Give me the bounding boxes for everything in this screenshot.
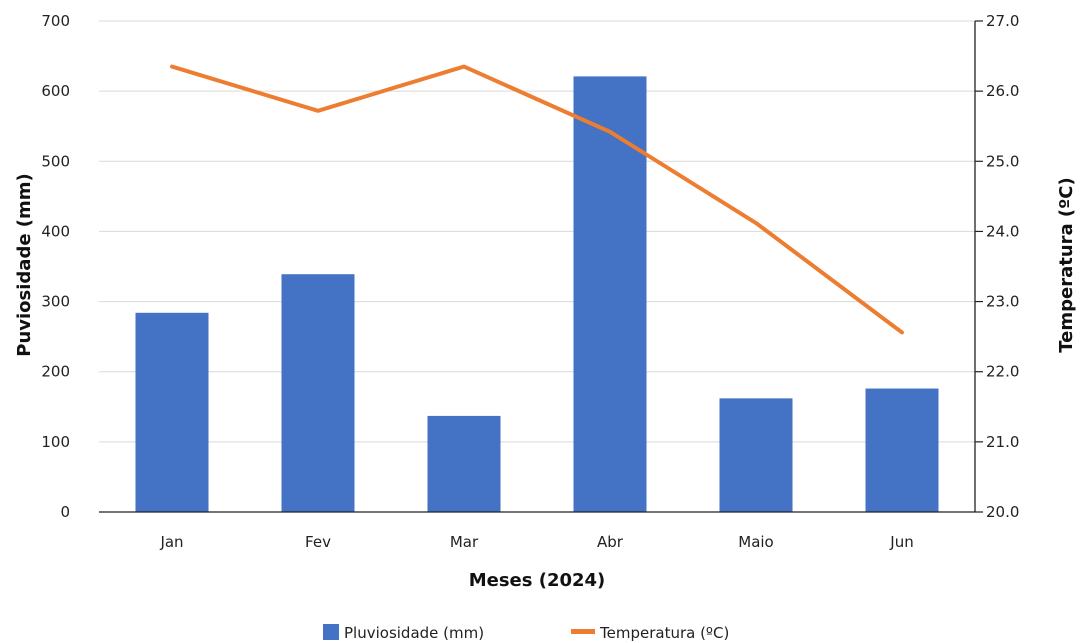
gridlines	[99, 20, 975, 443]
right-axis-ticks: 20.0 21.0 22.0 23.0 24.0 25.0 26.0 27.0	[975, 12, 1019, 521]
temperature-point	[317, 110, 319, 112]
legend-swatch-line	[571, 629, 595, 634]
y2-tick-label: 26.0	[986, 82, 1019, 100]
bar	[281, 274, 355, 512]
y-tick-label: 200	[41, 363, 70, 381]
y-tick-label: 100	[41, 433, 70, 451]
x-tick-label: Jan	[159, 533, 183, 551]
y2-tick-label: 22.0	[986, 363, 1019, 381]
bar	[719, 398, 793, 512]
temperature-point	[755, 222, 757, 224]
x-tick-label: Mar	[450, 533, 479, 551]
legend-swatch-bars	[323, 624, 339, 640]
legend-label-bars: Pluviosidade (mm)	[344, 624, 484, 642]
bar	[135, 312, 209, 512]
y2-axis-title: Temperatura (ºC)	[1056, 177, 1077, 353]
temperature-point	[901, 331, 903, 333]
x-tick-label: Abr	[597, 533, 624, 551]
temperature-point	[171, 66, 173, 68]
y-tick-label: 500	[41, 152, 70, 170]
y2-tick-label: 20.0	[986, 503, 1019, 521]
y2-tick-label: 24.0	[986, 222, 1019, 240]
y-tick-label: 400	[41, 222, 70, 240]
bar	[573, 76, 647, 513]
x-axis-title: Meses (2024)	[469, 570, 606, 591]
bar-series	[135, 76, 939, 513]
x-tick-label: Jun	[889, 533, 913, 551]
temperature-line	[170, 64, 904, 335]
y2-tick-label: 25.0	[986, 152, 1019, 170]
x-tick-label: Fev	[305, 533, 331, 551]
y-tick-label: 0	[60, 503, 70, 521]
temperature-point	[609, 131, 611, 133]
temperature-point	[463, 66, 465, 68]
y-axis-title: Puviosidade (mm)	[14, 173, 35, 357]
legend: Pluviosidade (mm) Temperatura (ºC)	[323, 624, 729, 642]
bar	[865, 388, 939, 512]
axes	[99, 21, 976, 513]
y2-tick-label: 27.0	[986, 12, 1019, 30]
y-tick-label: 300	[41, 293, 70, 311]
left-axis-ticks: 0 100 200 300 400 500 600 700	[41, 12, 70, 521]
line-series	[170, 64, 904, 335]
y-tick-label: 600	[41, 82, 70, 100]
y2-tick-label: 21.0	[986, 433, 1019, 451]
y2-tick-label: 23.0	[986, 293, 1019, 311]
x-axis-ticks: Jan Fev Mar Abr Maio Jun	[159, 533, 913, 551]
y-tick-label: 700	[41, 12, 70, 30]
legend-label-line: Temperatura (ºC)	[599, 624, 729, 642]
x-tick-label: Maio	[738, 533, 773, 551]
bar	[427, 415, 501, 512]
